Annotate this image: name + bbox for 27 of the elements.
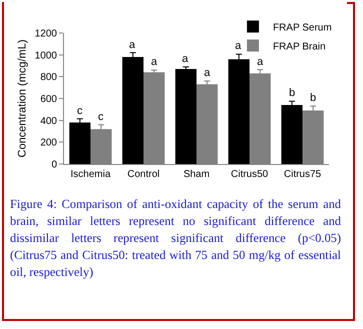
legend-label: FRAP Serum xyxy=(272,22,332,34)
data-label: a xyxy=(151,56,158,68)
y-tick-label: 1200 xyxy=(34,28,58,40)
data-label: b xyxy=(289,87,296,99)
data-label: a xyxy=(182,53,189,65)
caption: Figure 4: Comparison of anti-oxidant capacity of the serum and brain, similar letters represent no significant difference and dissimilar letters represent significant difference (p<0.05) (Citrus75 and Citrus50: treated with 75 and 50 mg/kg of essential oil, respectively) xyxy=(10,196,341,281)
data-label: c xyxy=(77,105,83,117)
data-label: a xyxy=(129,39,136,51)
data-label: a xyxy=(204,67,211,79)
data-label: a xyxy=(235,40,242,52)
y-tick-label: 200 xyxy=(40,138,58,149)
y-tick-label: 1000 xyxy=(34,50,58,62)
x-tick-label: Ischemia xyxy=(70,169,111,180)
legend-label: FRAP Brain xyxy=(272,41,326,52)
x-tick-label: Citrus50 xyxy=(230,169,269,180)
data-label: a xyxy=(257,56,264,68)
y-tick-label: 0 xyxy=(51,160,58,170)
y-tick-label: 600 xyxy=(40,94,58,105)
data-label: c xyxy=(98,111,104,123)
y-tick-label: 800 xyxy=(40,72,58,84)
data-label: b xyxy=(310,92,316,104)
bar xyxy=(175,69,196,164)
x-tick-label: Control xyxy=(127,169,160,180)
y-tick-label: 400 xyxy=(40,116,58,127)
x-tick-label: Citrus75 xyxy=(284,169,322,180)
x-tick-label: Sham xyxy=(183,169,210,180)
y-axis-title: Concentration (mcg/mL) xyxy=(16,40,28,158)
